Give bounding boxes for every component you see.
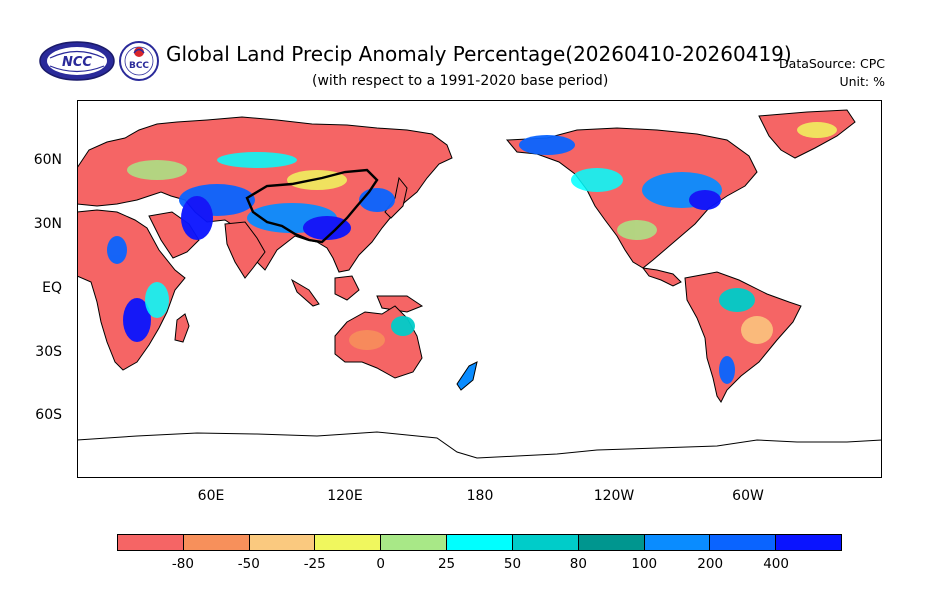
bcc-logo-text: BCC [129, 61, 149, 71]
moderate-anomaly-patches [127, 122, 837, 350]
colorbar-segment [249, 535, 316, 550]
colorbar-segment [776, 535, 841, 550]
colorbar-segment [578, 535, 645, 550]
lat-label-60n: 60N [33, 152, 62, 168]
colorbar-tick-label: 80 [569, 556, 587, 572]
lon-label-120e: 120E [327, 488, 363, 504]
china-border [245, 168, 379, 244]
land-newzealand [456, 361, 478, 391]
map-frame [77, 100, 882, 478]
land-layer [77, 109, 882, 478]
ncc-logo-text: NCC [62, 55, 92, 70]
colorbar [117, 534, 842, 551]
precip-anomaly-map [71, 100, 882, 484]
colorbar-tick-label: 0 [376, 556, 385, 572]
colorbar-segment [183, 535, 250, 550]
land-madagascar [174, 313, 190, 343]
land-newguinea [376, 295, 424, 313]
colorbar-segment [381, 535, 448, 550]
colorbar-tick-label: 200 [697, 556, 724, 572]
colorbar-segment [315, 535, 382, 550]
colorbar-segment [118, 535, 184, 550]
lat-label-30n: 30N [33, 216, 62, 232]
bcc-logo: BCC [118, 38, 160, 84]
land-india [224, 221, 266, 279]
unit-label: Unit: % [839, 74, 885, 89]
colorbar-tick-label: 100 [631, 556, 658, 572]
colorbar-tick-label: -50 [237, 556, 260, 572]
land-south-america [684, 271, 802, 403]
land-africa [77, 209, 186, 371]
colorbar-tick-label: -80 [171, 556, 194, 572]
wet-anomaly-patches [107, 135, 755, 384]
land-borneo [334, 275, 360, 301]
colorbar-segment [710, 535, 777, 550]
colorbar-segment [512, 535, 579, 550]
colorbar-tick-label: 50 [503, 556, 522, 572]
ncc-logo: NCC [38, 40, 116, 82]
lat-label-60s: 60S [35, 407, 62, 423]
data-source-label: DataSource: CPC [779, 56, 885, 71]
colorbar-tick-label: 400 [763, 556, 789, 572]
map-title: Global Land Precip Anomaly Percentage(20… [166, 42, 792, 66]
colorbar-segment [447, 535, 513, 550]
lon-label-120w: 120W [593, 488, 635, 504]
lat-label-30s: 30S [35, 344, 62, 360]
land-japan [384, 176, 408, 219]
lon-label-180: 180 [466, 488, 494, 504]
land-antarctica [77, 431, 882, 478]
lon-label-60w: 60W [732, 488, 764, 504]
land-sumatra [290, 278, 320, 307]
colorbar-tick-label: -25 [303, 556, 326, 572]
lon-label-60e: 60E [197, 488, 225, 504]
map-subtitle: (with respect to a 1991-2020 base period… [312, 73, 609, 89]
lat-label-eq: EQ [42, 280, 62, 296]
colorbar-segment [644, 535, 711, 550]
map-canvas [71, 100, 882, 484]
colorbar-tick-label: 25 [437, 556, 456, 572]
land-central-america [641, 267, 682, 287]
